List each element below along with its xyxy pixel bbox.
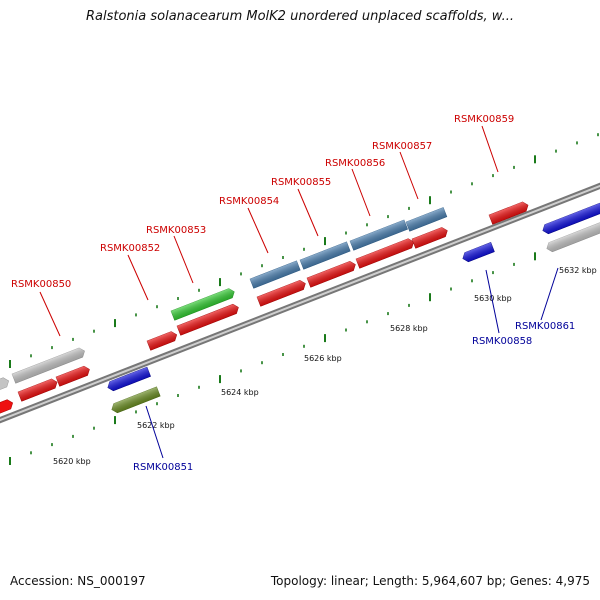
gene-block-forward[interactable] — [176, 303, 240, 336]
tick-label-5620: 5620 kbp — [53, 457, 91, 466]
gene-block-forward[interactable] — [306, 260, 357, 288]
gene-block-steel[interactable] — [249, 260, 301, 289]
gene-block-steel[interactable] — [405, 207, 448, 232]
tick-label-5630: 5630 kbp — [474, 294, 512, 303]
gene-block-olive[interactable] — [110, 386, 161, 414]
gene-block-grey[interactable] — [11, 346, 86, 384]
gene-label[interactable]: RSMK00857 — [372, 141, 432, 152]
gene-label[interactable]: RSMK00858 — [472, 336, 532, 347]
tick-label-5624: 5624 kbp — [221, 388, 259, 397]
gene-block-steel[interactable] — [349, 219, 408, 251]
scale-track-lower — [9, 230, 599, 465]
map-title: Ralstonia solanacearum MolK2 unordered u… — [85, 9, 514, 24]
scale-labels: 5620 kbp 5622 kbp 5624 kbp 5626 kbp 5628… — [53, 266, 597, 466]
gene-label[interactable]: RSMK00855 — [271, 177, 331, 188]
gene-block-forward[interactable] — [411, 226, 449, 249]
gene-label[interactable]: RSMK00853 — [146, 225, 206, 236]
topology-text: Topology: linear; Length: 5,964,607 bp; … — [270, 574, 590, 588]
gene-labels: RSMK00850 RSMK00851 RSMK00852 RSMK00853 … — [11, 114, 575, 473]
tick-label-5626: 5626 kbp — [304, 354, 342, 363]
gene-block-forward[interactable] — [55, 365, 91, 387]
gene-block-forward[interactable] — [17, 377, 59, 402]
gene-label[interactable]: RSMK00850 — [11, 279, 71, 290]
tick-label-5632: 5632 kbp — [559, 266, 597, 275]
gene-block-reverse[interactable] — [106, 366, 151, 392]
scale-track-upper — [9, 133, 599, 368]
gene-label[interactable]: RSMK00856 — [325, 158, 385, 169]
gene-label[interactable]: RSMK00861 — [515, 321, 575, 332]
label-leaders — [39, 125, 559, 459]
gene-block-forward[interactable] — [256, 279, 307, 307]
gene-label[interactable]: RSMK00851 — [133, 462, 193, 473]
gene-block-forward[interactable] — [355, 237, 416, 269]
tick-label-5628: 5628 kbp — [390, 324, 428, 333]
gene-block-forward[interactable] — [488, 200, 530, 225]
gene-block-forward[interactable] — [0, 398, 15, 414]
gene-label[interactable]: RSMK00854 — [219, 196, 279, 207]
gene-block-reverse[interactable] — [541, 200, 600, 236]
gene-block-reverse[interactable] — [461, 242, 495, 263]
gene-block-forward[interactable] — [146, 330, 179, 351]
gene-label[interactable]: RSMK00852 — [100, 243, 160, 254]
gene-block-grey[interactable] — [0, 376, 11, 392]
accession-text: Accession: NS_000197 — [10, 574, 146, 588]
gene-blocks — [0, 200, 600, 414]
tick-label-5622: 5622 kbp — [137, 421, 175, 430]
gene-block-green[interactable] — [170, 287, 236, 321]
gene-block-steel[interactable] — [299, 241, 351, 270]
gene-label[interactable]: RSMK00859 — [454, 114, 514, 125]
backbone — [0, 182, 600, 424]
